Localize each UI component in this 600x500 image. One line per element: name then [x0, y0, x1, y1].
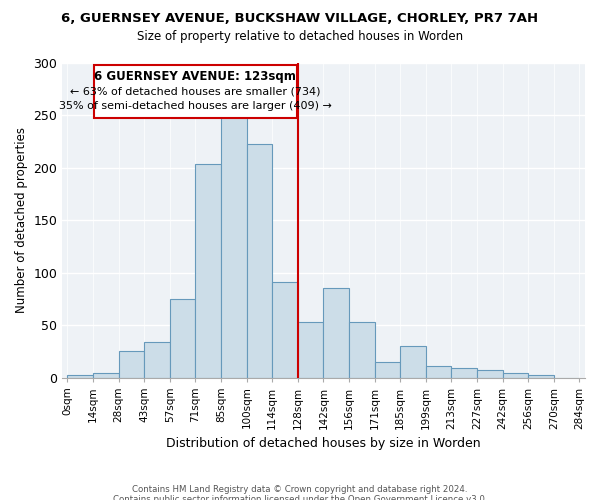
Bar	[451, 368, 477, 378]
Text: ← 63% of detached houses are smaller (734): ← 63% of detached houses are smaller (73…	[70, 86, 320, 97]
Bar	[503, 374, 528, 378]
Text: 6, GUERNSEY AVENUE, BUCKSHAW VILLAGE, CHORLEY, PR7 7AH: 6, GUERNSEY AVENUE, BUCKSHAW VILLAGE, CH…	[61, 12, 539, 26]
Bar	[528, 376, 554, 378]
Bar	[221, 113, 247, 378]
Bar	[247, 144, 272, 378]
Bar	[67, 376, 93, 378]
FancyBboxPatch shape	[94, 64, 296, 118]
Text: 6 GUERNSEY AVENUE: 123sqm: 6 GUERNSEY AVENUE: 123sqm	[94, 70, 296, 83]
Bar	[196, 164, 221, 378]
Bar	[426, 366, 451, 378]
Bar	[119, 352, 144, 378]
Bar	[170, 299, 196, 378]
X-axis label: Distribution of detached houses by size in Worden: Distribution of detached houses by size …	[166, 437, 481, 450]
Bar	[477, 370, 503, 378]
Bar	[93, 374, 119, 378]
Bar	[144, 342, 170, 378]
Bar	[349, 322, 374, 378]
Text: Contains HM Land Registry data © Crown copyright and database right 2024.: Contains HM Land Registry data © Crown c…	[132, 485, 468, 494]
Bar	[374, 362, 400, 378]
Text: 35% of semi-detached houses are larger (409) →: 35% of semi-detached houses are larger (…	[59, 102, 332, 112]
Text: Size of property relative to detached houses in Worden: Size of property relative to detached ho…	[137, 30, 463, 43]
Y-axis label: Number of detached properties: Number of detached properties	[15, 127, 28, 313]
Text: Contains public sector information licensed under the Open Government Licence v3: Contains public sector information licen…	[113, 495, 487, 500]
Bar	[400, 346, 426, 378]
Bar	[298, 322, 323, 378]
Bar	[323, 288, 349, 378]
Bar	[272, 282, 298, 378]
